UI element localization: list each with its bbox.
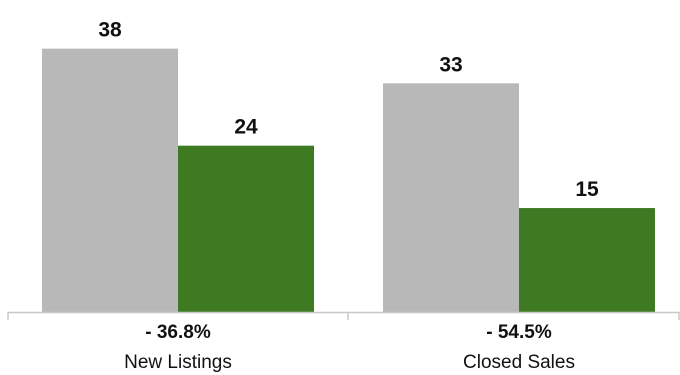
category-label-closed-sales: Closed Sales bbox=[463, 352, 575, 373]
bars-layer bbox=[42, 48, 655, 312]
bar-closed-sales-series-2 bbox=[519, 208, 655, 312]
bar-new-listings-series-1 bbox=[42, 48, 178, 312]
percent-change-new-listings: - 36.8% bbox=[145, 322, 211, 343]
data-label-new-listings-series-1: 38 bbox=[98, 19, 122, 42]
category-label-new-listings: New Listings bbox=[124, 352, 232, 373]
data-label-new-listings-series-2: 24 bbox=[234, 116, 258, 139]
data-label-closed-sales-series-2: 15 bbox=[575, 178, 599, 201]
bar-new-listings-series-2 bbox=[178, 145, 314, 312]
percent-change-closed-sales: - 54.5% bbox=[486, 322, 552, 343]
data-label-closed-sales-series-1: 33 bbox=[439, 53, 462, 76]
bar-closed-sales-series-1 bbox=[383, 83, 519, 312]
labels-layer: 38 24 - 36.8% New Listings 33 15 - 54.5% Closed… bbox=[98, 19, 599, 373]
